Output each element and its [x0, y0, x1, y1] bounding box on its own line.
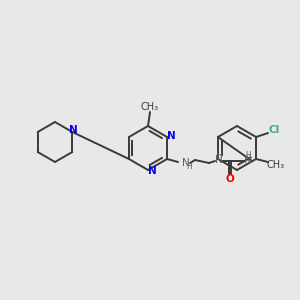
Text: O: O — [226, 174, 234, 184]
Text: Cl: Cl — [268, 125, 280, 135]
Text: N: N — [167, 131, 176, 141]
Text: N: N — [182, 158, 190, 168]
Text: H: H — [216, 151, 222, 160]
Text: H: H — [187, 162, 192, 171]
Text: N: N — [148, 166, 156, 176]
Text: CH₃: CH₃ — [267, 160, 285, 170]
Text: CH₃: CH₃ — [141, 102, 159, 112]
Text: N: N — [69, 125, 78, 135]
Text: H: H — [245, 151, 251, 160]
Text: N: N — [215, 155, 223, 165]
Text: N: N — [244, 155, 252, 165]
